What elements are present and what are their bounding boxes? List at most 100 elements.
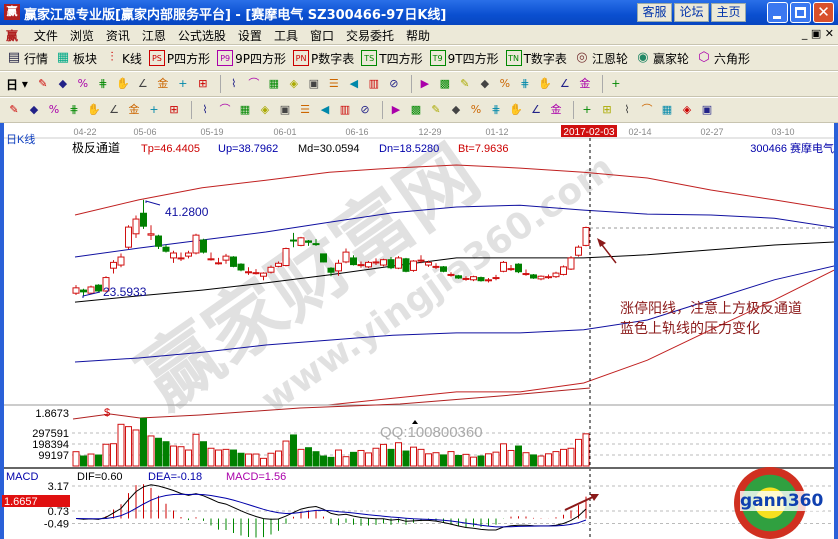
volume-bar	[485, 453, 492, 467]
diamond-all-icon[interactable]: ◀	[349, 77, 359, 90]
weave-icon[interactable]: ∠	[137, 77, 148, 90]
macd-annotation-arrow	[564, 495, 596, 511]
crosshair-icon[interactable]: ▶	[420, 77, 430, 90]
pen-icon[interactable]: ✎	[9, 103, 19, 116]
grid2-icon[interactable]: ▥	[339, 103, 351, 116]
fib-icon[interactable]: ✋	[87, 103, 101, 116]
notes-icon[interactable]: ✋	[538, 77, 552, 90]
gold2-icon[interactable]: ⋕	[69, 103, 79, 116]
toolbar-button-hexagon[interactable]: ⬡ 六角形	[696, 50, 750, 67]
circle-icon[interactable]: +	[149, 103, 159, 116]
toolbar-button-p9[interactable]: P9 9P四方形	[217, 50, 286, 67]
hand-icon[interactable]: ⊘	[389, 77, 399, 90]
fan-icon[interactable]: ▦	[239, 103, 251, 116]
gold5-icon[interactable]: +	[582, 103, 592, 116]
toolbar-button-pn[interactable]: PN P数字表	[293, 50, 354, 67]
diamond-v-icon[interactable]: ☰	[328, 77, 339, 90]
minimize-button[interactable]	[767, 2, 788, 23]
menu-item-6[interactable]: 工具	[273, 29, 298, 43]
menu-item-2[interactable]: 资讯	[105, 29, 130, 43]
angle4-icon[interactable]: ⌒	[641, 103, 653, 116]
angle3-icon[interactable]: ⌇	[624, 103, 630, 116]
first-icon[interactable]: +	[178, 77, 188, 90]
wave9-icon[interactable]: ⋕	[98, 77, 108, 90]
close-button[interactable]: ✕	[813, 2, 834, 23]
diamond-h-icon[interactable]: ▣	[308, 77, 320, 90]
grid-icon[interactable]: ⊞	[169, 103, 179, 116]
percent-line-icon[interactable]: ✎	[431, 103, 441, 116]
parallel-icon[interactable]: ◆	[29, 103, 39, 116]
square-icon[interactable]: ◈	[260, 103, 270, 116]
line-icon[interactable]: ▩	[439, 77, 451, 90]
maximize-button[interactable]	[790, 2, 811, 23]
menu-item-5[interactable]: 设置	[237, 29, 262, 43]
calendar-icon[interactable]: %	[499, 77, 511, 90]
channel-icon[interactable]: ▶	[391, 103, 401, 116]
gold-icon[interactable]: %	[48, 103, 60, 116]
toolbar-button-sector[interactable]: ▦ 板块	[55, 50, 97, 67]
save-icon[interactable]: ∠	[559, 77, 570, 90]
volume-bar	[297, 448, 305, 467]
toolbar-button-ts[interactable]: TS T四方形	[361, 50, 423, 67]
ruler-icon[interactable]: ▩	[410, 103, 422, 116]
angle7-icon[interactable]: ▣	[701, 103, 713, 116]
menu-item-0[interactable]: 文件	[33, 29, 58, 43]
menu-item-8[interactable]: 交易委托	[345, 29, 394, 43]
menu-item-7[interactable]: 窗口	[309, 29, 334, 43]
festival-icon[interactable]: ✎	[460, 77, 470, 90]
pen2-icon[interactable]: ∠	[531, 103, 541, 116]
gold3-icon[interactable]: ✋	[509, 103, 523, 116]
spiral-icon[interactable]: ∠	[109, 103, 119, 116]
toolbar-button-t9[interactable]: T9 9T四方形	[429, 50, 499, 67]
last-icon[interactable]: ⊞	[198, 77, 208, 90]
flag-icon[interactable]: 金	[157, 77, 169, 90]
angle5-icon[interactable]: ▦	[661, 103, 673, 116]
network-icon[interactable]: 金	[579, 77, 591, 90]
calculator-icon[interactable]: ⋕	[520, 77, 530, 90]
menu-item-4[interactable]: 公式选股	[177, 29, 226, 43]
eraser-icon[interactable]: 金	[128, 103, 140, 116]
zigzag-icon[interactable]: ◀	[320, 103, 330, 116]
angle2-icon[interactable]: ⊞	[602, 103, 612, 116]
angle6-icon[interactable]: ◈	[682, 103, 692, 116]
diamond-cross-icon[interactable]: ▥	[368, 77, 380, 90]
menu-item-9[interactable]: 帮助	[405, 29, 430, 43]
print-icon[interactable]: +	[611, 77, 621, 90]
toolbar-button-gann-wheel[interactable]: ◎ 江恩轮	[574, 50, 628, 67]
square2-icon[interactable]: ▣	[279, 103, 291, 116]
volume-bar	[402, 450, 410, 467]
home-link[interactable]: 主页	[711, 3, 746, 22]
toolbar-button-ps[interactable]: PS P四方形	[148, 50, 210, 67]
angle-icon[interactable]: ☰	[300, 103, 310, 116]
menu-item-1[interactable]: 浏览	[69, 29, 94, 43]
percent2-icon[interactable]: %	[470, 103, 482, 116]
grid3-icon[interactable]: ⊘	[360, 103, 370, 116]
prev-icon[interactable]: ⌇	[231, 77, 237, 90]
forum-link[interactable]: 论坛	[674, 3, 709, 22]
candle-icon[interactable]: ✋	[116, 77, 130, 90]
diamond-left-icon[interactable]: ▦	[268, 77, 280, 90]
toolbar-button-winner-wheel[interactable]: ◉ 赢家轮	[635, 50, 689, 67]
service-link[interactable]: 客服	[637, 3, 672, 22]
wave3-icon[interactable]: %	[77, 77, 89, 90]
chart-area[interactable]: 赢家财富网 www.yingjia360.com	[0, 123, 838, 539]
percent-icon[interactable]: ◆	[451, 103, 461, 116]
date-label: 01-12	[485, 127, 508, 137]
period-select[interactable]: 日 ▾	[6, 77, 28, 92]
mdi-controls[interactable]: _ ▣ ✕	[801, 27, 834, 40]
n2-icon[interactable]: ⌇	[202, 103, 208, 116]
doc-icon[interactable]: ◆	[58, 77, 68, 90]
line-tool-icon[interactable]: ◆	[480, 77, 490, 90]
toolbar-button-kline[interactable]: ⫶ K线	[104, 50, 142, 67]
box-icon[interactable]: ⌒	[219, 103, 231, 116]
next-icon[interactable]: ⌒	[248, 77, 260, 90]
gold-circle-icon[interactable]: ⋕	[491, 103, 501, 116]
toolbar-button-tn[interactable]: TN T数字表	[505, 50, 567, 67]
menu-item-3[interactable]: 江恩	[141, 29, 166, 43]
toolbar-button-quote-table[interactable]: ▤ 行情	[6, 50, 48, 67]
diamond-up-icon[interactable]: ◈	[289, 77, 299, 90]
toolbar-separator	[382, 101, 383, 119]
chain-icon[interactable]: ✎	[38, 77, 48, 90]
gold4-icon[interactable]: 金	[550, 103, 562, 116]
